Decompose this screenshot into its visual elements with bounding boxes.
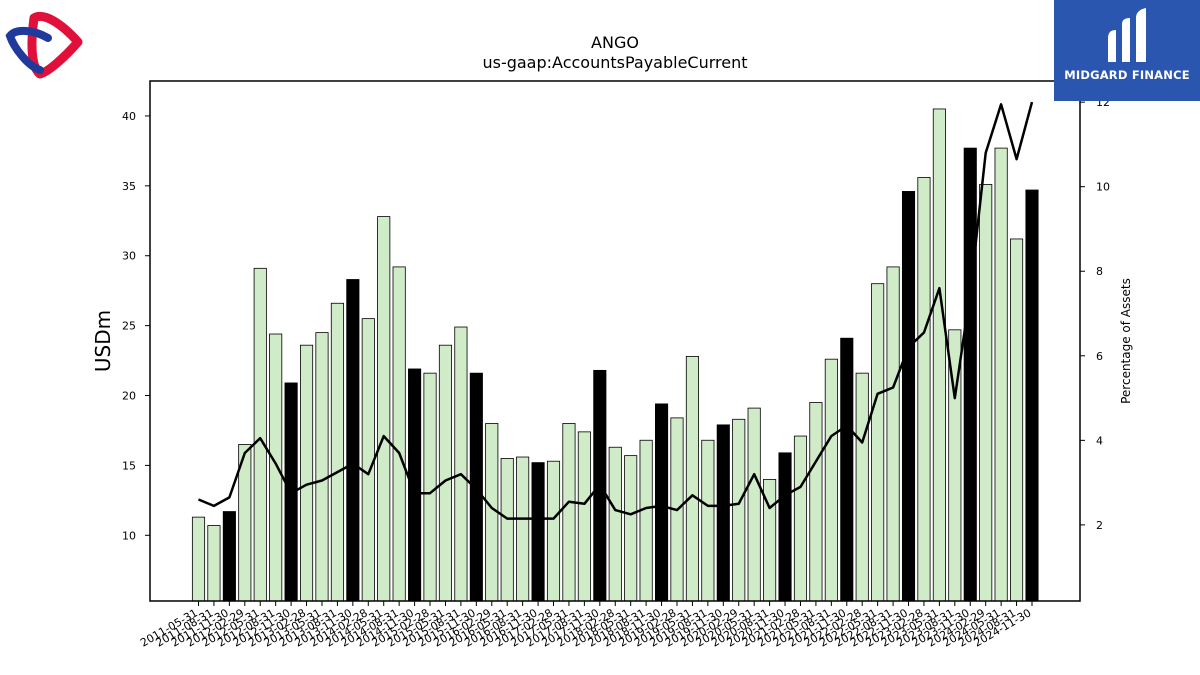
bar-2023-05-31	[932, 108, 946, 602]
bar-2013-05-31	[315, 332, 329, 602]
bar-2014-02-28	[361, 318, 375, 602]
y-tick-label: 40	[122, 110, 136, 123]
bar-2016-11-30	[531, 462, 545, 602]
bar-2022-11-30	[901, 191, 916, 602]
bar-2015-05-31	[438, 344, 453, 602]
bar-2021-02-28	[793, 435, 808, 602]
bar-2015-11-30	[469, 372, 483, 602]
brand-name: MIDGARD FINANCE	[1064, 68, 1190, 82]
y2-tick-label: 4	[1096, 434, 1103, 447]
bar-2017-08-31	[577, 431, 591, 602]
y2-axis-label: Percentage of Assets	[1119, 278, 1133, 404]
bar-2012-08-31	[269, 333, 283, 602]
bar-2023-11-30	[963, 147, 977, 602]
bar-2017-02-28	[546, 460, 561, 602]
y-tick-label: 30	[122, 250, 136, 263]
bar-2024-02-29	[979, 184, 993, 602]
x-axis: 2011-05-312011-08-312011-11-302012-02-29…	[138, 601, 1034, 650]
bar-2012-05-31	[253, 267, 267, 602]
bar-2019-05-31	[685, 355, 699, 602]
y-axis-left: 10 15 20 25 30 35 40	[122, 110, 150, 542]
y-tick-label: 35	[122, 180, 136, 193]
bar-2011-05-31	[191, 516, 206, 602]
brand-logo-icon	[5, 12, 83, 79]
bar-2016-05-31	[500, 458, 514, 602]
bar-2020-02-29	[732, 418, 746, 602]
brand-mark-icon	[1108, 8, 1146, 62]
bar-2017-05-31	[562, 423, 576, 602]
bar-2015-08-31	[454, 326, 468, 602]
bar-2016-08-31	[516, 456, 530, 602]
y-axis-label: USDm	[91, 310, 115, 372]
y-tick-label: 25	[122, 320, 136, 333]
bar-2022-02-28	[855, 372, 869, 602]
bar-2021-08-31	[824, 358, 838, 602]
bar-2020-11-30	[778, 452, 792, 602]
bar-2015-02-28	[423, 372, 437, 602]
bar-2018-05-31	[624, 455, 638, 602]
bar-2013-08-31	[330, 302, 344, 602]
chart-title: ANGO	[591, 33, 639, 52]
y2-tick-label: 10	[1096, 181, 1110, 194]
y-tick-label: 15	[122, 459, 136, 472]
y-tick-label: 20	[122, 390, 136, 403]
bar-2011-11-30	[222, 511, 236, 602]
bar-2011-08-31	[207, 525, 221, 602]
bar-2021-11-30	[840, 337, 854, 602]
bar-2024-05-31	[994, 147, 1008, 602]
bar-2014-05-31	[377, 216, 391, 602]
bar-2018-11-30	[655, 403, 669, 602]
y2-tick-label: 6	[1096, 350, 1103, 363]
y2-tick-label: 2	[1096, 519, 1103, 532]
bar-series	[191, 108, 1039, 602]
bar-2022-05-31	[871, 283, 885, 602]
bar-2023-02-28	[917, 177, 931, 602]
bar-2014-08-31	[392, 266, 406, 602]
bar-2019-08-31	[701, 439, 715, 602]
brand-panel: MIDGARD FINANCE	[1054, 0, 1200, 101]
line-series	[198, 101, 1034, 520]
y2-tick-label: 8	[1096, 265, 1103, 278]
bar-2024-11-30	[1025, 189, 1039, 602]
bar-2024-08-31	[1010, 238, 1024, 602]
bar-2019-11-30	[716, 424, 730, 602]
bar-2021-05-31	[809, 402, 823, 602]
percentage-line	[198, 101, 1034, 520]
bar-2018-08-31	[639, 439, 653, 602]
bar-2022-08-31	[886, 266, 900, 602]
y-tick-label: 10	[122, 529, 136, 542]
bar-2020-05-31	[747, 407, 761, 602]
bar-2018-02-28	[608, 446, 622, 602]
chart-subtitle: us-gaap:AccountsPayableCurrent	[482, 53, 747, 72]
bar-2013-02-28	[299, 344, 314, 602]
bar-2013-11-30	[346, 279, 360, 602]
